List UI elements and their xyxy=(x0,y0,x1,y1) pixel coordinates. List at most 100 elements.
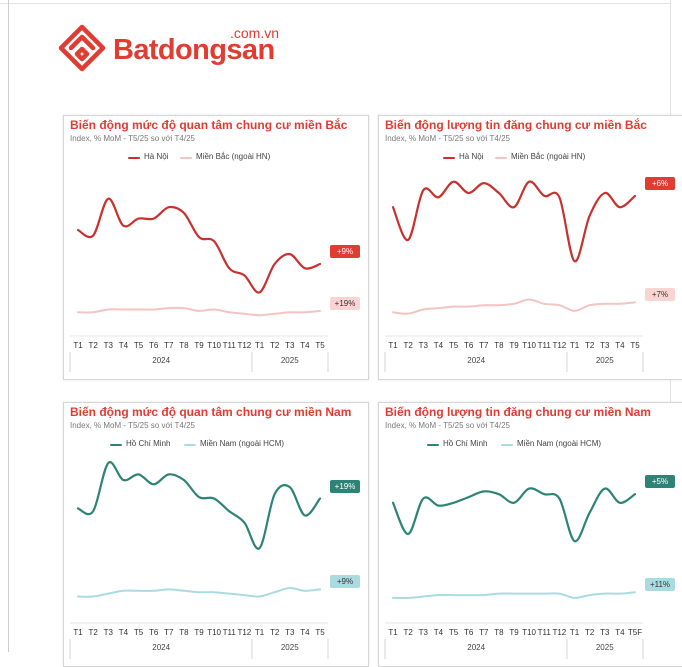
chart-legend: Hồ Chí Minh Miền Nam (ngoài HCM) xyxy=(64,439,368,451)
legend-item-main: Hồ Chí Minh xyxy=(126,439,171,448)
badge-secondary-change: +9% xyxy=(330,575,360,589)
x-tick-label: T1 xyxy=(388,341,398,350)
x-year-label: 2024 xyxy=(467,356,485,365)
page-top-border xyxy=(0,3,670,4)
series-line-main xyxy=(76,461,322,550)
x-tick-label: T11 xyxy=(223,628,237,637)
badge-secondary-change: +19% xyxy=(330,296,360,310)
x-tick-label: T3 xyxy=(419,628,429,637)
legend-item-secondary: Miền Nam (ngoài HCM) xyxy=(517,439,602,448)
legend-swatch-secondary xyxy=(180,157,192,159)
x-tick-label: T11 xyxy=(538,628,552,637)
legend-swatch-secondary xyxy=(184,444,196,446)
x-year-label: 2024 xyxy=(467,643,485,652)
x-tick-label: T8 xyxy=(179,341,189,350)
chart-legend: Hồ Chí Minh Miền Nam (ngoài HCM) xyxy=(379,439,682,451)
legend-item-main: Hà Nội xyxy=(144,152,169,161)
x-tick-label: T10 xyxy=(522,628,536,637)
x-tick-label: T8 xyxy=(494,628,504,637)
chart-panel-south-listings: Biến động lượng tin đăng chung cư miền N… xyxy=(378,402,682,667)
x-year-label: 2024 xyxy=(152,643,170,652)
x-tick-label: T4 xyxy=(434,628,444,637)
series-line-secondary xyxy=(77,306,321,317)
panel-title: Biến động mức độ quan tâm chung cư miền … xyxy=(70,405,352,419)
x-tick-label: T6 xyxy=(149,628,159,637)
x-tick-label: T1 xyxy=(388,628,398,637)
series-line-secondary xyxy=(77,586,321,598)
legend-swatch-main xyxy=(427,444,439,446)
legend-item-secondary: Miền Bắc (ngoài HN) xyxy=(511,152,586,161)
x-tick-label: T6 xyxy=(464,341,474,350)
x-year-label: 2024 xyxy=(152,356,170,365)
x-tick-label: T3 xyxy=(285,628,295,637)
x-tick-label: T5 xyxy=(449,341,459,350)
x-tick-label: T3 xyxy=(600,628,610,637)
x-tick-label: T11 xyxy=(538,341,552,350)
x-tick-label: T2 xyxy=(403,341,413,350)
chart-panel-south-interest: Biến động mức độ quan tâm chung cư miền … xyxy=(63,402,369,667)
x-tick-label: T2 xyxy=(88,628,98,637)
x-tick-label: T1 xyxy=(73,628,83,637)
x-tick-label: T4 xyxy=(615,628,625,637)
x-tick-label: T1 xyxy=(570,341,580,350)
x-tick-label: T7 xyxy=(164,341,174,350)
badge-main-change: +5% xyxy=(645,475,675,489)
x-tick-label: T3 xyxy=(419,341,429,350)
x-tick-label: T2 xyxy=(270,341,280,350)
x-year-label: 2025 xyxy=(281,643,299,652)
badge-secondary-change: +11% xyxy=(645,578,675,592)
legend-swatch-main xyxy=(110,444,122,446)
x-tick-label: T5 xyxy=(134,341,144,350)
x-tick-label: T5 xyxy=(630,341,640,350)
x-tick-label: T12 xyxy=(237,628,251,637)
panel-subtitle: Index, % MoM - T5/25 so với T4/25 xyxy=(70,134,196,143)
badge-secondary-change: +7% xyxy=(645,288,675,302)
legend-swatch-secondary xyxy=(501,444,513,446)
chart-legend: Hà Nội Miền Bắc (ngoài HN) xyxy=(379,152,682,164)
chart-panel-north-listings: Biến động lượng tin đăng chung cư miền B… xyxy=(378,115,682,380)
x-tick-label: T5 xyxy=(449,628,459,637)
x-tick-label: T2 xyxy=(403,628,413,637)
x-tick-label: T9 xyxy=(194,341,204,350)
panel-title: Biến động mức độ quan tâm chung cư miền … xyxy=(70,118,348,132)
brand-domain: .com.vn xyxy=(230,25,280,41)
x-tick-label: T2 xyxy=(88,341,98,350)
x-tick-label: T4 xyxy=(300,341,310,350)
x-tick-label: T3 xyxy=(104,341,114,350)
x-tick-label: T5F xyxy=(628,628,642,637)
x-tick-label: T8 xyxy=(494,341,504,350)
x-tick-label: T6 xyxy=(464,628,474,637)
series-line-secondary xyxy=(392,591,636,599)
x-tick-label: T1 xyxy=(255,628,265,637)
x-year-label: 2025 xyxy=(281,356,299,365)
badge-main-change: +9% xyxy=(330,245,360,259)
x-tick-label: T5 xyxy=(315,341,325,350)
x-tick-label: T7 xyxy=(479,341,489,350)
x-tick-label: T3 xyxy=(285,341,295,350)
x-tick-label: T10 xyxy=(207,341,221,350)
panel-subtitle: Index, % MoM - T5/25 so với T4/25 xyxy=(70,421,196,430)
x-year-label: 2025 xyxy=(596,643,614,652)
x-tick-label: T1 xyxy=(570,628,580,637)
legend-item-main: Hồ Chí Minh xyxy=(443,439,488,448)
legend-swatch-main xyxy=(128,157,140,159)
x-tick-label: T6 xyxy=(149,341,159,350)
x-tick-label: T2 xyxy=(270,628,280,637)
panel-title: Biến động lượng tin đăng chung cư miền N… xyxy=(385,405,651,419)
panel-subtitle: Index, % MoM - T5/25 so với T4/25 xyxy=(385,134,511,143)
line-chart: T1 T2 T3 T4 T5 T6 T7 T8 T9 T10 T11 T12 T1 T2 T3 T4 T5 202… xyxy=(384,180,644,372)
brand-name: Batdongsan xyxy=(113,34,275,66)
line-chart: T1 T2 T3 T4 T5 T6 T7 T8 T9 T10 T11 T12 T1 T2 T3 T4 T5F20… xyxy=(384,487,644,659)
line-chart: T1 T2 T3 T4 T5 T6 T7 T8 T9 T10 T11 T12 T1 T2 T3 T4 T5 202… xyxy=(69,197,329,372)
x-tick-label: T4 xyxy=(119,628,129,637)
badge-main-change: +6% xyxy=(645,176,675,190)
x-tick-label: T2 xyxy=(585,341,595,350)
x-tick-label: T5 xyxy=(315,628,325,637)
x-tick-label: T3 xyxy=(600,341,610,350)
chart-panel-north-interest: Biến động mức độ quan tâm chung cư miền … xyxy=(63,115,369,380)
x-tick-label: T10 xyxy=(522,341,536,350)
legend-item-secondary: Miền Nam (ngoài HCM) xyxy=(200,439,285,448)
x-tick-label: T5 xyxy=(134,628,144,637)
x-tick-label: T9 xyxy=(509,628,519,637)
x-tick-label: T2 xyxy=(585,628,595,637)
